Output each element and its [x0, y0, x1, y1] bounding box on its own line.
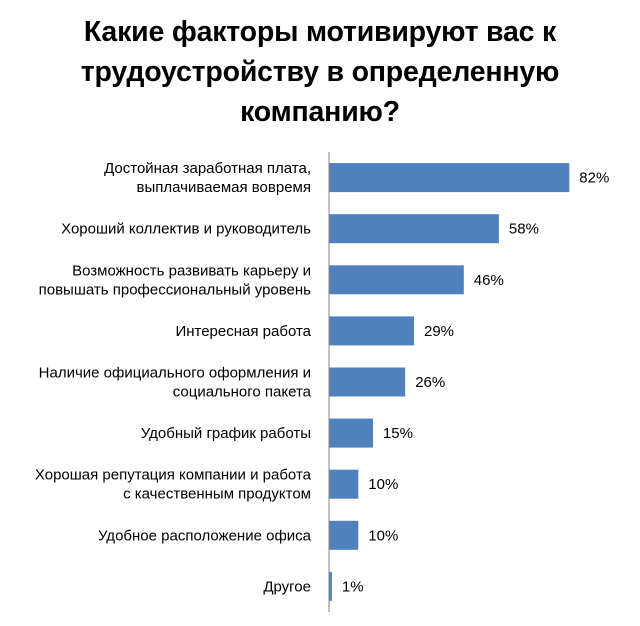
category-label-1: Достойная заработная плата, выплачиваемая… [104, 160, 311, 196]
category-label-9: Другое [263, 578, 311, 595]
bar-5 [329, 367, 406, 397]
value-label-2: 58% [509, 221, 539, 238]
value-label-8: 10% [368, 527, 398, 544]
value-label-1: 82% [579, 170, 609, 187]
chart-title: Какие факторы мотивируют вас к трудоустр… [40, 12, 600, 132]
bar-8 [329, 520, 359, 550]
chart-title-line-2: трудоустройству в определенную [80, 56, 560, 88]
category-label-6: Удобный график работы [141, 425, 311, 442]
value-label-5: 26% [415, 374, 445, 391]
chart-title-line-1: Какие факторы мотивируют вас к [83, 16, 557, 48]
bar-1 [329, 163, 570, 193]
category-label-5: Наличие официального оформления и социаль… [39, 365, 312, 401]
value-label-7: 10% [368, 476, 398, 493]
bar-2 [329, 214, 499, 244]
value-label-3: 46% [474, 272, 504, 289]
category-label-4: Интересная работа [175, 323, 311, 340]
category-label-2: Хороший коллектив и руководитель [61, 221, 311, 238]
category-label-7: Хорошая репутация компании и работа с кач… [35, 467, 312, 503]
value-label-6: 15% [383, 425, 413, 442]
bar-7 [329, 469, 359, 499]
value-label-4: 29% [424, 323, 454, 340]
bar-3 [329, 265, 464, 295]
category-label-3: Возможность развивать карьеру и повышать … [39, 262, 312, 298]
category-label-8: Удобное расположение офиса [98, 527, 312, 544]
bar-6 [329, 418, 373, 448]
chart-title-line-3: компанию? [240, 96, 400, 128]
value-label-9: 1% [342, 578, 364, 595]
bar-9 [329, 571, 332, 601]
bar-4 [329, 316, 414, 346]
